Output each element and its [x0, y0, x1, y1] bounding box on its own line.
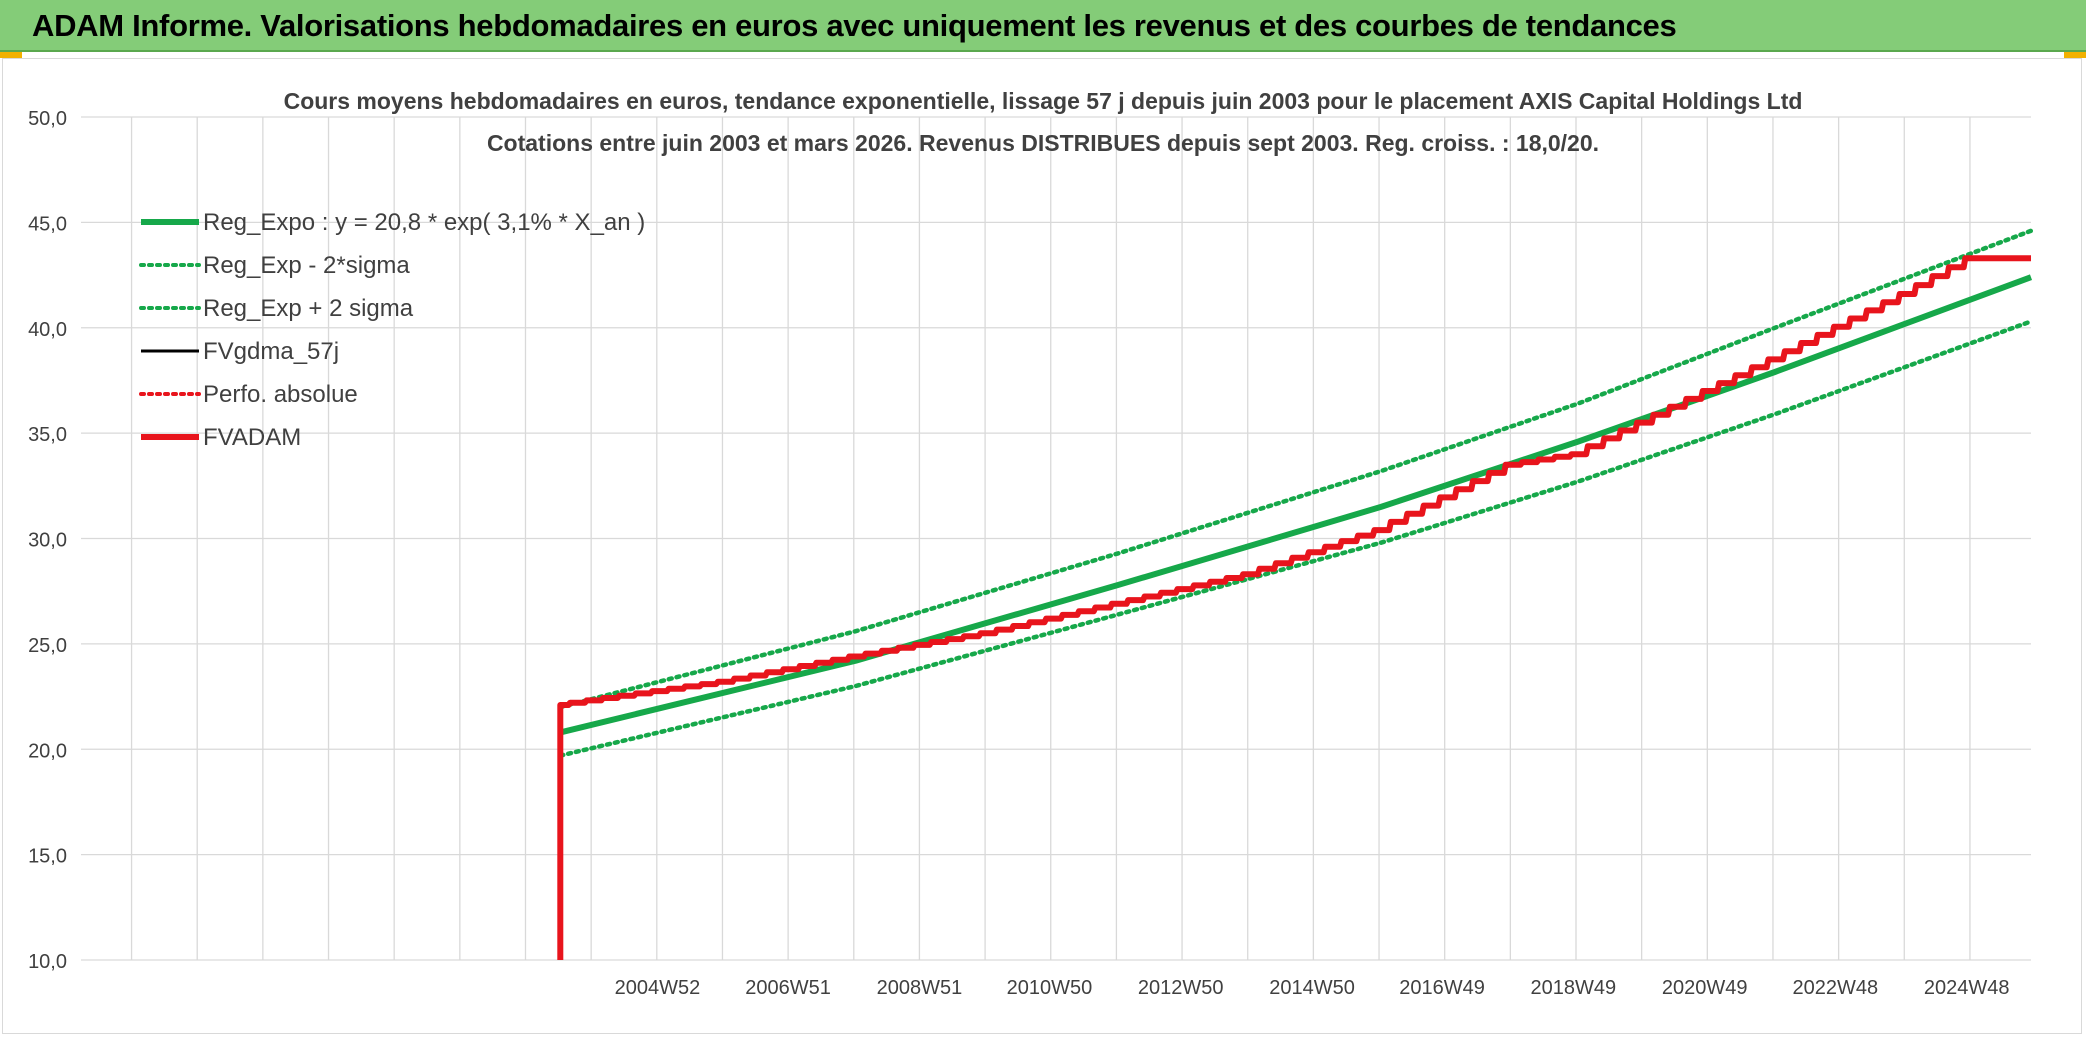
series-lines	[557, 228, 2034, 960]
legend-label-3: FVgdma_57j	[203, 338, 339, 365]
y-tick-label: 10,0	[28, 951, 67, 973]
chart-title: Cours moyens hebdomadaires en euros, ten…	[284, 88, 1803, 114]
grid-lines	[81, 116, 2031, 961]
corner-marker-top-right	[2064, 52, 2086, 58]
y-tick-label: 50,0	[28, 108, 67, 130]
report-banner: ADAM Informe. Valorisations hebdomadaire…	[0, 0, 2086, 52]
chart-svg: 10,0 15,0 20,0 25,0 30,0 35,0 40,0 45,0 50,0 200…	[28, 88, 2034, 999]
series-line-0	[559, 274, 2033, 736]
report-title: ADAM Informe. Valorisations hebdomadaire…	[32, 8, 1677, 43]
legend-label-1: Reg_Exp - 2*sigma	[203, 252, 410, 279]
x-tick-label: 2014W50	[1269, 977, 1355, 999]
x-tick-label: 2012W50	[1138, 977, 1224, 999]
legend-label-5: FVADAM	[203, 424, 301, 451]
x-tick-label: 2018W49	[1531, 977, 1617, 999]
chart-subtitle: Cotations entre juin 2003 et mars 2026. …	[487, 130, 1599, 156]
series-line-2	[558, 228, 2034, 710]
x-tick-label: 2024W48	[1924, 977, 2010, 999]
y-tick-label: 15,0	[28, 846, 67, 868]
legend: Reg_Expo : y = 20,8 * exp( 3,1% * X_an )…	[139, 209, 645, 451]
chart-frame: 10,0 15,0 20,0 25,0 30,0 35,0 40,0 45,0 50,0 200…	[2, 58, 2082, 1034]
legend-label-0: Reg_Expo : y = 20,8 * exp( 3,1% * X_an )	[203, 209, 645, 236]
y-tick-label: 20,0	[28, 740, 67, 762]
y-tick-label: 25,0	[28, 635, 67, 657]
series-line-5	[557, 255, 2031, 960]
legend-label-4: Perfo. absolue	[203, 381, 358, 408]
y-tick-label: 35,0	[28, 424, 67, 446]
x-axis: 2004W52 2006W51 2008W51 2010W50 2012W50 2014W…	[615, 977, 2010, 999]
x-tick-label: 2006W51	[745, 977, 831, 999]
x-tick-label: 2022W48	[1793, 977, 1879, 999]
legend-label-2: Reg_Exp + 2 sigma	[203, 295, 414, 322]
y-axis: 10,0 15,0 20,0 25,0 30,0 35,0 40,0 45,0 50,0	[28, 108, 67, 973]
series-line-1	[558, 319, 2034, 758]
y-tick-label: 45,0	[28, 213, 67, 235]
x-tick-label: 2010W50	[1007, 977, 1093, 999]
x-tick-label: 2016W49	[1399, 977, 1485, 999]
y-tick-label: 40,0	[28, 319, 67, 341]
x-tick-label: 2008W51	[877, 977, 963, 999]
x-tick-label: 2020W49	[1662, 977, 1748, 999]
x-tick-label: 2004W52	[615, 977, 701, 999]
y-tick-label: 30,0	[28, 530, 67, 552]
corner-marker-top-left	[0, 52, 22, 58]
